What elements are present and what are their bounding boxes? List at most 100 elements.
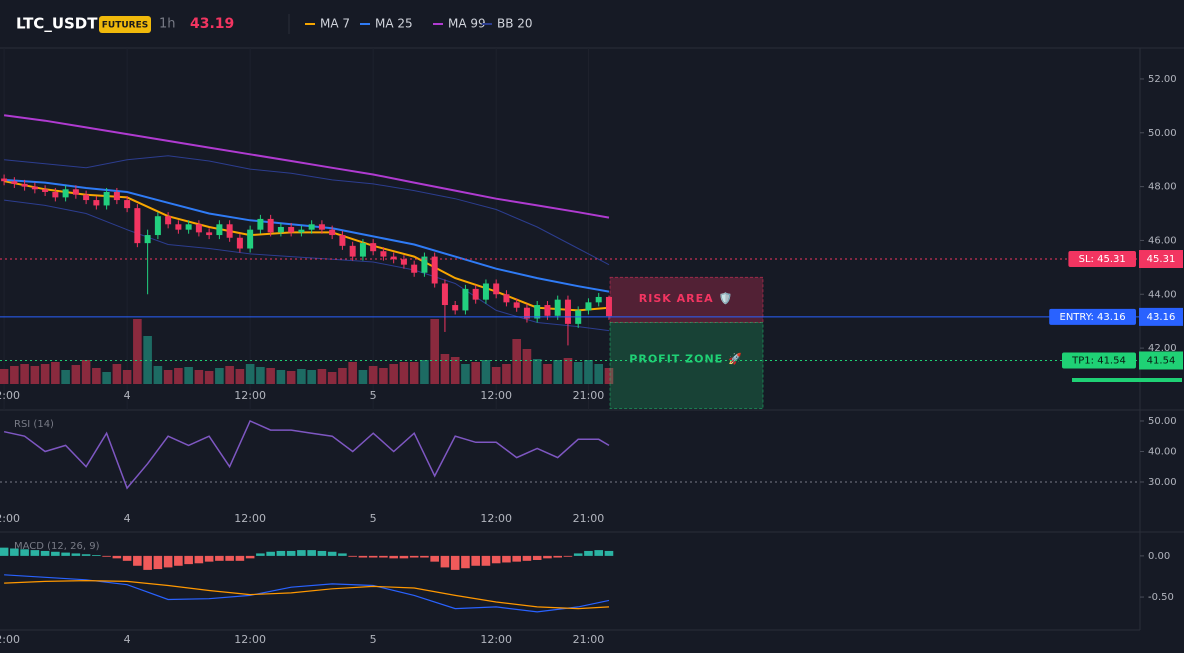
- volume-bar: [317, 369, 327, 384]
- x-tick-label: 21:00: [573, 389, 605, 402]
- volume-bar: [71, 365, 81, 384]
- histogram-bar: [379, 555, 388, 558]
- histogram-bar: [348, 555, 357, 557]
- candle-body: [523, 307, 530, 319]
- candle-body: [247, 229, 254, 249]
- histogram-bar: [450, 555, 460, 570]
- histogram-bar: [122, 555, 132, 561]
- macd-line: [4, 574, 610, 613]
- volume-bar: [584, 360, 593, 384]
- zone: [609, 322, 764, 410]
- candle-body: [257, 218, 264, 230]
- candle-body: [52, 191, 59, 198]
- histogram-bar: [92, 555, 101, 556]
- level-value-bg: [1139, 250, 1183, 269]
- candle-body: [400, 259, 407, 265]
- level-value-bg: [1139, 307, 1183, 326]
- last-price: 43.19: [190, 16, 234, 32]
- histogram-bar: [215, 555, 224, 561]
- x-tick-label: 12:00: [0, 633, 20, 646]
- y-tick-label: 44.00: [1148, 289, 1177, 300]
- candle-body: [380, 251, 387, 257]
- volume-bar: [553, 360, 562, 384]
- candle-body: [93, 200, 100, 206]
- histogram-bar: [235, 555, 245, 561]
- moving-average: [3, 114, 610, 219]
- signal-line: [4, 579, 610, 610]
- x-tick-label: 12:00: [234, 389, 266, 402]
- candle-body: [329, 229, 336, 236]
- y-tick-label: 46.00: [1148, 235, 1177, 246]
- y-tick-label: 50.00: [1148, 416, 1177, 427]
- candle-body: [564, 299, 571, 324]
- level-value: 45.31: [1147, 254, 1176, 265]
- histogram-bar: [163, 555, 173, 568]
- histogram-bar: [30, 550, 40, 556]
- volume-bar: [112, 364, 122, 384]
- histogram-bar: [10, 548, 19, 556]
- bb-upper: [4, 155, 610, 266]
- candle-body: [339, 235, 346, 246]
- candle-body: [359, 243, 366, 257]
- candle-body: [513, 302, 520, 308]
- candle-body: [421, 256, 428, 273]
- volume-bar: [450, 357, 460, 384]
- volume-bar: [276, 370, 286, 384]
- candle-body: [534, 305, 541, 319]
- histogram-bar: [61, 552, 70, 556]
- candle-body: [277, 226, 284, 233]
- volume-bar: [235, 369, 245, 384]
- legend-label: MA 7: [320, 17, 350, 31]
- volume-bar: [358, 370, 368, 384]
- candle-body: [411, 264, 418, 273]
- histogram-bar: [399, 555, 409, 559]
- histogram-bar: [297, 550, 306, 556]
- histogram-bar: [184, 555, 193, 565]
- histogram-bar: [286, 550, 296, 556]
- candle-body: [113, 191, 120, 201]
- y-tick-label: 52.00: [1148, 74, 1177, 85]
- level-tag-bg: [1068, 251, 1136, 268]
- rsi-line: [3, 420, 610, 490]
- y-tick-label: 50.00: [1148, 128, 1177, 139]
- volume-bar: [522, 349, 532, 384]
- candle-body: [452, 305, 459, 311]
- level-value: 41.54: [1147, 355, 1176, 366]
- volume-bar: [266, 368, 275, 384]
- histogram-bar: [317, 550, 327, 556]
- x-tick-label: 12:00: [234, 512, 266, 525]
- candle-body: [83, 194, 90, 201]
- volume-bar: [543, 364, 552, 384]
- x-tick-label: 5: [370, 389, 377, 402]
- candle-body: [1, 178, 8, 182]
- volume-bar: [481, 360, 491, 384]
- candle-body: [42, 189, 49, 192]
- symbol: LTC_USDT: [16, 15, 98, 33]
- x-tick-label: 4: [124, 512, 131, 525]
- x-tick-label: 12:00: [0, 389, 20, 402]
- level-tag: SL: 45.31: [1079, 254, 1126, 265]
- pane-title: MACD (12, 26, 9): [14, 541, 100, 552]
- level-value-bg: [1139, 351, 1183, 370]
- histogram-bar: [461, 555, 470, 569]
- histogram-bar: [594, 550, 604, 556]
- histogram-bar: [194, 555, 204, 564]
- x-tick-label: 4: [124, 389, 131, 402]
- volume-bar: [440, 354, 450, 384]
- legend-label: MA 99: [448, 17, 486, 31]
- histogram-bar: [563, 555, 573, 557]
- interval: 1h: [159, 17, 176, 32]
- legend-label: MA 25: [375, 17, 413, 31]
- histogram-bar: [368, 555, 378, 558]
- histogram-bar: [440, 555, 450, 568]
- volume-bar: [122, 370, 132, 384]
- histogram-bar: [133, 555, 142, 566]
- volume-bar: [174, 368, 183, 384]
- candle-body: [288, 226, 295, 233]
- candle-body: [134, 208, 141, 244]
- y-tick-label: -0.50: [1148, 592, 1174, 603]
- volume-bar: [604, 368, 614, 384]
- histogram-bar: [553, 555, 562, 558]
- candle-body: [370, 243, 377, 252]
